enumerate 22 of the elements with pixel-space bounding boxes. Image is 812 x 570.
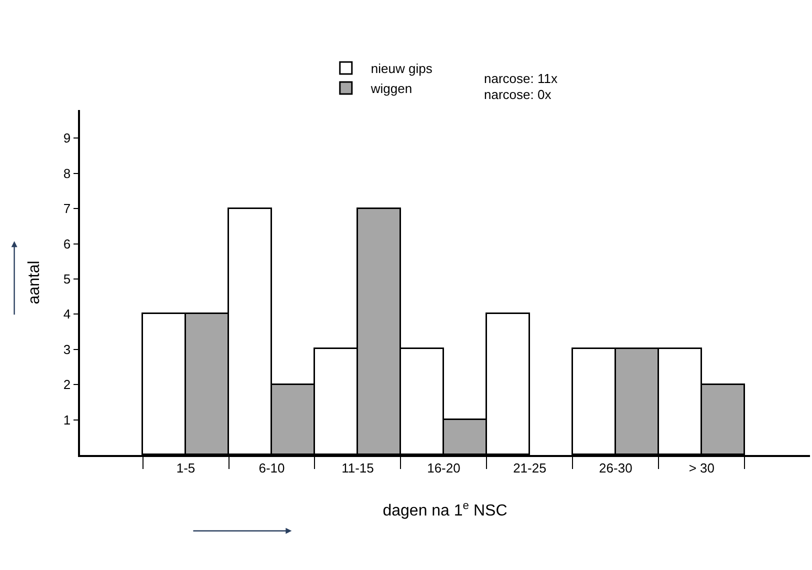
x-tick-label: > 30: [688, 460, 714, 476]
y-tick-label: 5: [63, 272, 71, 287]
text: narcose: 11x: [484, 71, 558, 86]
y-tick-label: 1: [63, 412, 71, 428]
x-tick-label: 6-10: [258, 460, 285, 476]
x-axis-title: dagen na 1$^{e}$ NSC: [382, 500, 508, 520]
x-tick-label: 11-15: [342, 460, 374, 476]
y-axis-title: aantal: [26, 260, 43, 304]
x-tick-label: 26-30: [599, 460, 632, 476]
y-tick-label: 7: [63, 201, 71, 216]
y-tick-label: 3: [63, 342, 71, 357]
legend-label: nieuw gips: [370, 61, 433, 76]
text: narcose: 0x: [484, 87, 552, 102]
y-tick-label: 6: [63, 236, 71, 252]
x-tick-label: 21-25: [513, 460, 546, 476]
y-tick-label: 4: [63, 306, 71, 322]
legend-label: wiggen: [370, 81, 412, 96]
y-tick-label: 2: [63, 377, 71, 392]
y-tick-label: 8: [63, 166, 71, 181]
y-tick-label: 9: [63, 130, 71, 146]
x-tick-label: 16-20: [427, 460, 460, 476]
x-tick-label: 1-5: [176, 460, 196, 476]
